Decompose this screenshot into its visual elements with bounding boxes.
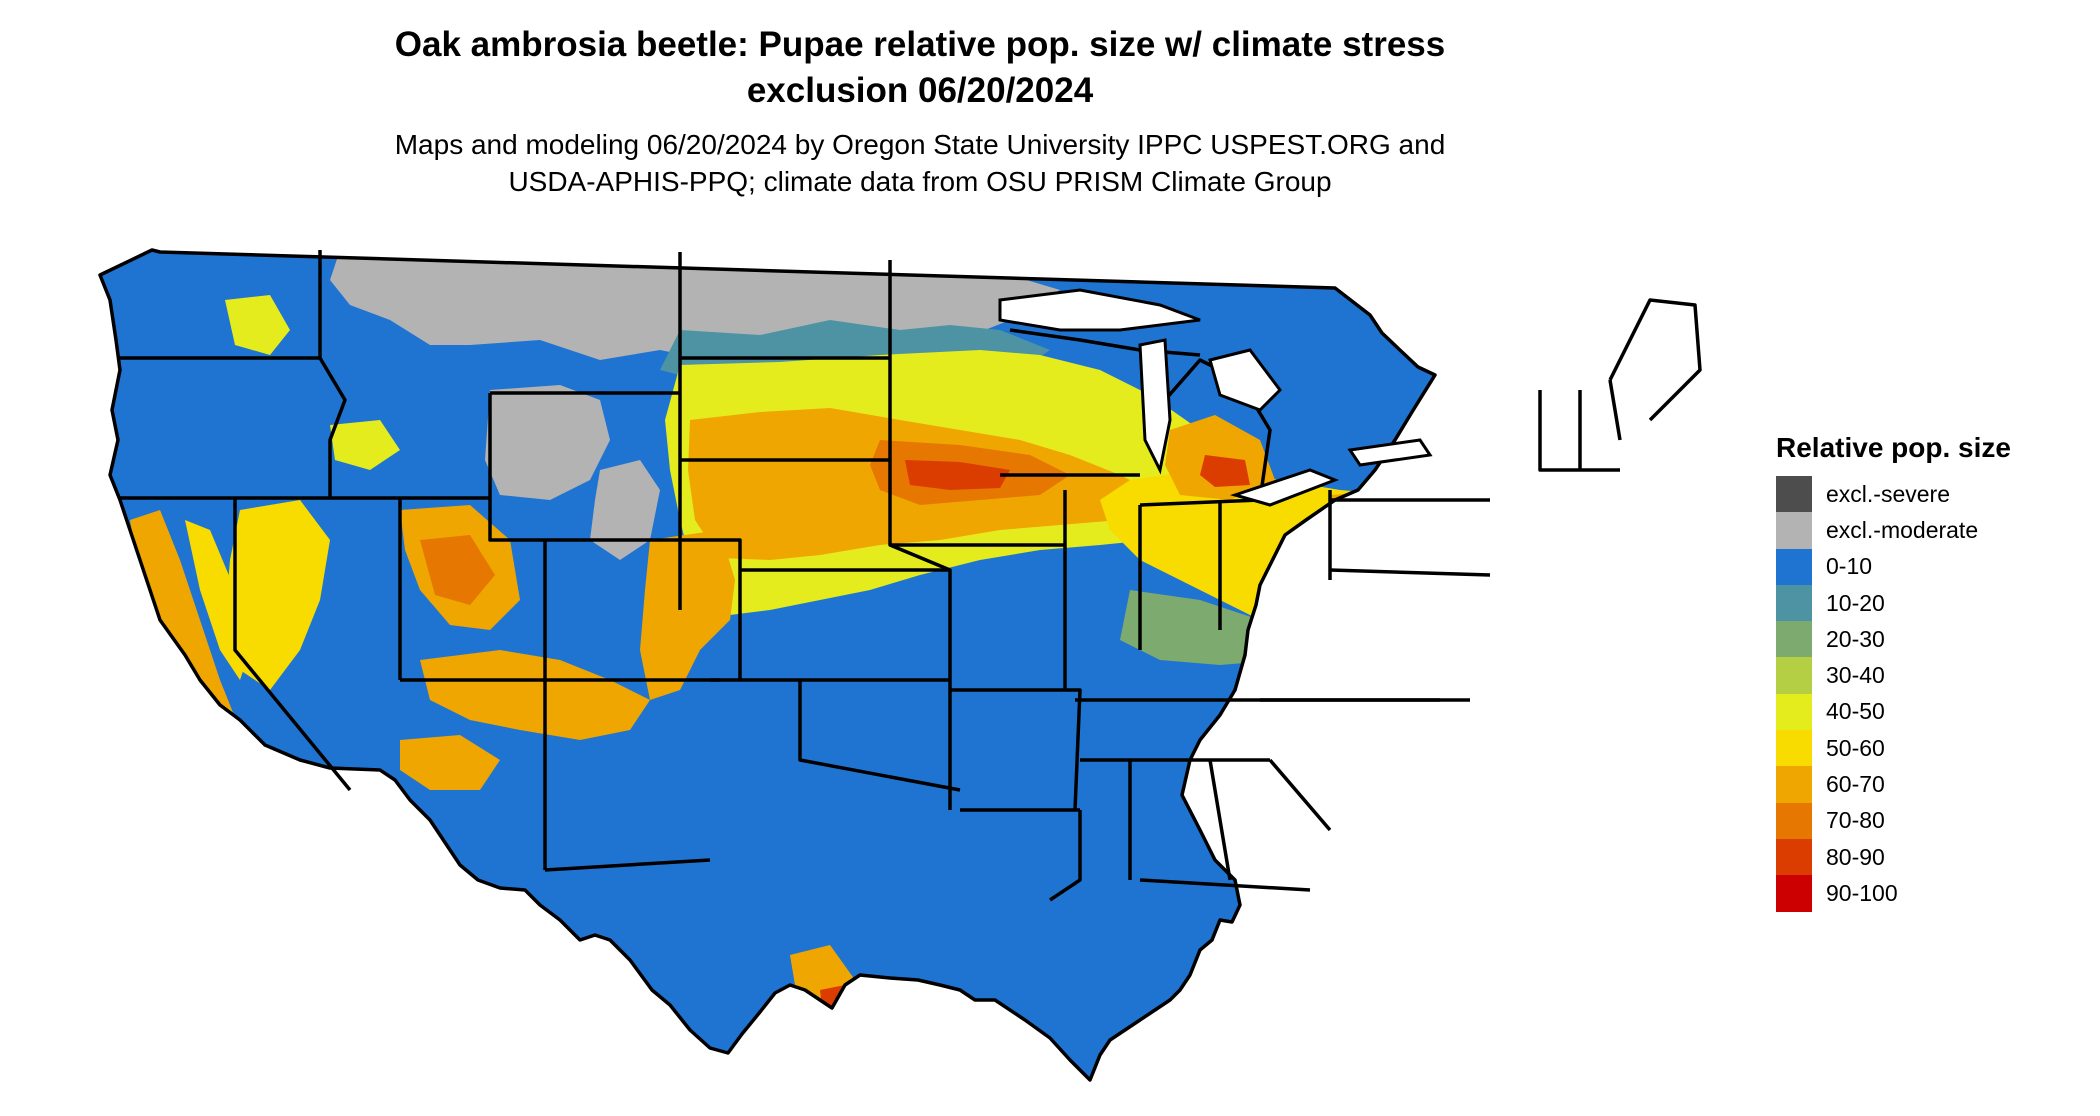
legend-label: 0-10 bbox=[1826, 553, 1873, 580]
excl-moderate-maine bbox=[1650, 305, 1700, 370]
boundary-nevada-california bbox=[233, 498, 352, 792]
map-title: Oak ambrosia beetle: Pupae relative pop.… bbox=[250, 22, 1590, 114]
boundary-ok-tx bbox=[798, 680, 961, 792]
legend-swatch bbox=[1776, 584, 1812, 622]
legend-item: 30-40 bbox=[1776, 657, 2011, 694]
legend-swatch bbox=[1776, 512, 1812, 549]
range-60-70-pennsylvania bbox=[1325, 480, 1435, 580]
map-subtitle: Maps and modeling 06/20/2024 by Oregon S… bbox=[250, 126, 1590, 200]
legend-swatch bbox=[1776, 838, 1812, 876]
range-40-50-washington bbox=[225, 295, 290, 355]
lake-erie bbox=[1229, 468, 1340, 507]
legend-item: excl.-moderate bbox=[1776, 512, 2011, 549]
legend-item: 60-70 bbox=[1776, 766, 2011, 803]
legend-item: 50-60 bbox=[1776, 730, 2011, 767]
legend-swatch bbox=[1776, 548, 1812, 585]
boundary-la-ms bbox=[1049, 810, 1082, 902]
range-50-60-great-basin bbox=[225, 500, 330, 690]
legend-swatch bbox=[1776, 476, 1812, 513]
legend-item: 0-10 bbox=[1776, 548, 2011, 585]
range-60-70-arizona-rim bbox=[400, 735, 500, 790]
boundary-upper-michigan bbox=[1009, 328, 1201, 357]
legend-item: 20-30 bbox=[1776, 621, 2011, 658]
legend-label: 40-50 bbox=[1826, 698, 1885, 725]
range-80-90-iowa bbox=[905, 460, 1010, 490]
range-60-70-appalachians bbox=[1240, 580, 1435, 730]
boundary-al-ga bbox=[1208, 759, 1232, 881]
legend-swatch bbox=[1776, 657, 1812, 694]
lake-huron bbox=[1208, 348, 1282, 412]
boundary-new-england bbox=[1538, 390, 1620, 472]
legend-label: 60-70 bbox=[1826, 771, 1885, 798]
legend-swatch bbox=[1776, 802, 1812, 839]
boundary-ga-sc bbox=[1268, 758, 1332, 832]
legend-label: 20-30 bbox=[1826, 625, 1885, 652]
legend-item: 10-20 bbox=[1776, 584, 2011, 622]
boundary-oh-mi bbox=[1139, 498, 1261, 507]
legend-swatch bbox=[1776, 766, 1812, 803]
boundary-maine bbox=[1608, 298, 1702, 422]
range-80-90-michigan bbox=[1200, 455, 1250, 487]
legend-label: excl.-severe bbox=[1826, 480, 1950, 507]
boundary-colorado-top bbox=[545, 538, 742, 680]
legend-title: Relative pop. size bbox=[1776, 432, 2011, 463]
legend-item: 80-90 bbox=[1776, 838, 2011, 876]
boundary-nh-me bbox=[1608, 379, 1622, 441]
excl-moderate-montana-south bbox=[485, 385, 610, 500]
legend-label: 50-60 bbox=[1826, 734, 1885, 761]
national-outline bbox=[98, 248, 1437, 1082]
map-title-line-1: Oak ambrosia beetle: Pupae relative pop.… bbox=[394, 25, 1446, 64]
legend-swatch bbox=[1776, 875, 1812, 912]
boundary-arizona-nm bbox=[544, 858, 711, 872]
range-20-30-florida-keys bbox=[1330, 1045, 1360, 1078]
boundary-wyoming-idaho bbox=[488, 393, 545, 542]
legend-item: 70-80 bbox=[1776, 802, 2011, 839]
range-60-70-florida bbox=[1290, 955, 1350, 1060]
map-title-line-2: exclusion 06/20/2024 bbox=[746, 71, 1094, 110]
boundary-ga-fl bbox=[1139, 878, 1311, 892]
legend-label: 30-40 bbox=[1826, 662, 1885, 689]
range-70-80-utah-core bbox=[420, 535, 495, 605]
boundary-pa-md bbox=[1329, 568, 1491, 577]
legend-item: 90-100 bbox=[1776, 875, 2011, 912]
great-lakes bbox=[998, 288, 1433, 507]
map-subtitle-line-2: USDA-APHIS-PPQ; climate data from OSU PR… bbox=[508, 166, 1332, 197]
range-60-70-four-corners bbox=[420, 650, 650, 740]
lake-ontario bbox=[1347, 438, 1433, 467]
boundary-idaho bbox=[318, 357, 347, 498]
boundary-mo-ar bbox=[950, 688, 1082, 811]
legend-item: excl.-severe bbox=[1776, 476, 2011, 513]
range-70-80-pennsylvania bbox=[1360, 505, 1435, 555]
legend-label: 70-80 bbox=[1826, 807, 1885, 834]
legend-label: excl.-moderate bbox=[1826, 516, 1979, 543]
legend-item: 40-50 bbox=[1776, 693, 2011, 731]
map-subtitle-line-1: Maps and modeling 06/20/2024 by Oregon S… bbox=[394, 129, 1446, 160]
range-40-50-idaho-oregon bbox=[330, 420, 400, 470]
excl-moderate-wyoming bbox=[590, 460, 660, 560]
legend-swatch bbox=[1776, 730, 1812, 767]
lake-michigan bbox=[1138, 338, 1172, 475]
legend-items: excl.-severe excl.-moderate 0-10 10-20 20-30… bbox=[1776, 476, 2011, 912]
legend-swatch bbox=[1776, 621, 1812, 658]
legend-label: 10-20 bbox=[1826, 589, 1885, 616]
legend-swatch bbox=[1776, 693, 1812, 731]
legend-label: 90-100 bbox=[1826, 879, 1898, 906]
legend-label: 80-90 bbox=[1826, 843, 1885, 870]
lake-superior bbox=[998, 288, 1201, 332]
state-boundaries bbox=[98, 248, 1702, 1082]
range-60-70-colorado-plains bbox=[640, 530, 735, 700]
legend: Relative pop. size excl.-severe excl.-mod… bbox=[1776, 430, 2011, 912]
